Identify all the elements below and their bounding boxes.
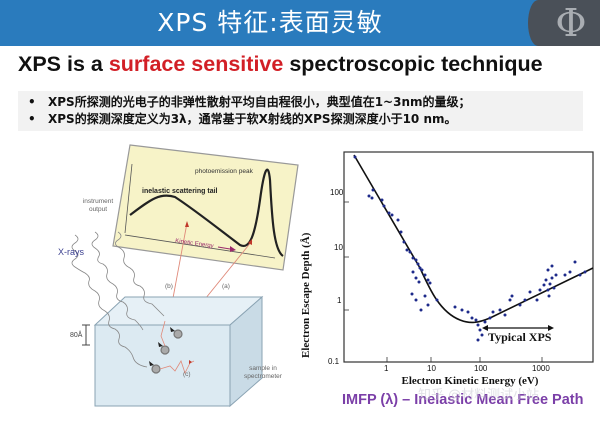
depth-label: 80Å [70, 332, 83, 339]
subtitle-prefix: XPS is a [18, 52, 109, 76]
phi-logo-icon: Φ [555, 1, 587, 45]
subtitle-highlight: surface sensitive [108, 52, 284, 76]
bullet-item: • XPS所探测的光电子的非弹性散射平均自由程很小，典型值在1~3nm的量级； [28, 94, 583, 111]
logo: Φ [528, 0, 600, 46]
bullet-marker: • [28, 95, 36, 109]
diagram-graphic [71, 144, 299, 408]
title-bar: XPS 特征:表面灵敏 Φ [0, 0, 600, 46]
y-tick-1: 1 [337, 296, 342, 305]
imfp-caption: IMFP (λ) – Inelastic Mean Free Path [342, 392, 584, 408]
imfp-chart: Electron Escape Depth (Å) 100 10 1 0.1 1… [300, 145, 600, 421]
x-tick-100: 100 [474, 364, 488, 373]
y-axis-label: Electron Escape Depth (Å) [300, 232, 312, 358]
bullet-text: XPS的探测深度定义为3λ，通常基于软X射线的XPS探测深度小于10 nm。 [48, 112, 457, 126]
inelastic-tail-label: inelastic scattering tail [142, 188, 218, 195]
y-tick-0.1: 0.1 [328, 357, 340, 366]
bullet-text: XPS所探测的光电子的非弹性散射平均自由程很小，典型值在1~3nm的量级； [48, 95, 471, 109]
bullet-item: • XPS的探测深度定义为3λ，通常基于软X射线的XPS探测深度小于10 nm。 [28, 111, 583, 128]
xrays-label: X-rays [58, 247, 85, 257]
slide-subtitle: XPS is a surface sensitive spectroscopic… [18, 52, 598, 77]
path-c-label: (c) [183, 371, 191, 378]
path-b-label: (b) [165, 283, 173, 290]
x-tick-10: 10 [427, 364, 436, 373]
typical-xps-annotation: Typical XPS [488, 330, 552, 344]
y-tick-100: 100 [330, 188, 344, 197]
sample-label: sample in spectrometer [244, 365, 282, 380]
x-tick-1: 1 [384, 364, 389, 373]
bullet-box: • XPS所探测的光电子的非弹性散射平均自由程很小，典型值在1~3nm的量级； •… [18, 91, 583, 131]
y-tick-10: 10 [334, 243, 343, 252]
bullet-marker: • [28, 112, 36, 126]
instrument-output-label: instrument output [82, 198, 114, 213]
x-axis-label: Electron Kinetic Energy (eV) [401, 375, 539, 387]
chart-plot [343, 151, 594, 363]
slide-title: XPS 特征:表面灵敏 [157, 8, 383, 37]
x-tick-1000: 1000 [532, 364, 550, 373]
xps-process-diagram: instrument output photoemission peak ine… [0, 135, 300, 421]
photoemission-peak-label: photoemission peak [195, 168, 253, 175]
path-a-label: (a) [222, 283, 230, 290]
watermark: 知乎 @材料测试小站 [418, 388, 540, 403]
subtitle-suffix: spectroscopic technique [283, 52, 543, 76]
